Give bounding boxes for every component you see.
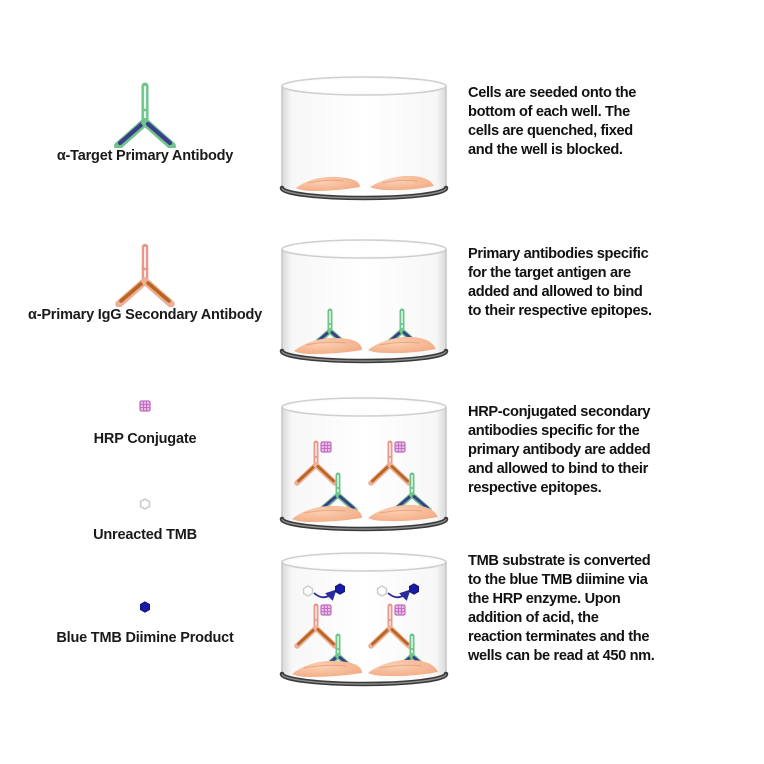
panel-description: Cells are seeded onto the bottom of each… [468, 85, 637, 158]
panel-description: TMB substrate is converted to the blue T… [468, 553, 655, 664]
well-svg [279, 397, 449, 532]
well-vessel-4 [278, 548, 450, 700]
cell-monolayer [294, 336, 436, 354]
panel-description: Primary antibodies specific for the targ… [468, 246, 652, 319]
well-svg [279, 239, 449, 364]
panel-seeding: α-Target Primary Antibody [0, 70, 764, 210]
cell-monolayer [296, 175, 434, 191]
hrp-tag-icon [394, 441, 406, 453]
hrp-conjugate-icon [20, 393, 270, 419]
panel-primary: α-Primary IgG Secondary Antibody [0, 233, 764, 373]
panel-tmb: Blue TMB Diimine Product [0, 548, 764, 700]
cell-monolayer [292, 504, 438, 522]
antibody-complex-right [368, 440, 432, 513]
well-svg [279, 76, 449, 201]
reagent-label-2: Unreacted TMB [93, 527, 197, 543]
tmb-blue-dot-icon [20, 594, 270, 620]
reagent-legend-unreacted-tmb: Unreacted TMB [20, 491, 270, 544]
reagent-legend-primary-antibody: α-Target Primary Antibody [20, 78, 270, 165]
well-svg [279, 552, 449, 687]
reagent-label: Blue TMB Diimine Product [56, 630, 234, 646]
reagent-label: α-Primary IgG Secondary Antibody [27, 307, 263, 323]
hrp-tag-icon [394, 604, 406, 616]
well-vessel-2 [278, 233, 450, 373]
secondary-antibody-hrp [368, 440, 412, 486]
panel-hrp: HRP Conjugate Unreacted TMB [0, 393, 764, 545]
antibody-complex-right [368, 603, 432, 674]
reagent-legend-secondary-antibody: α-Primary IgG Secondary Antibody [20, 237, 270, 324]
well-vessel-1 [278, 70, 450, 210]
antibody-green-blue-icon [20, 78, 270, 150]
tmb-reaction-right [376, 583, 419, 601]
reagent-label: α-Target Primary Antibody [56, 148, 234, 164]
hrp-tag-icon [320, 441, 332, 453]
well-vessel-3 [278, 393, 450, 545]
secondary-antibody-hrp [294, 440, 338, 486]
reagent-legend-hrp-conjugate: HRP Conjugate [20, 393, 270, 448]
cell-monolayer [292, 659, 438, 677]
tmb-reaction-left [302, 583, 346, 601]
reagent-label: HRP Conjugate [93, 431, 197, 447]
secondary-antibody-hrp [368, 603, 412, 649]
secondary-antibody-hrp [294, 603, 338, 649]
reagent-legend-blue-tmb: Blue TMB Diimine Product [20, 594, 270, 647]
antibody-orange-icon [20, 237, 270, 308]
tmb-unreacted-icon [20, 491, 270, 517]
hrp-tag-icon [320, 604, 332, 616]
panel-description: HRP-conjugated secondary antibodies spec… [468, 404, 651, 496]
